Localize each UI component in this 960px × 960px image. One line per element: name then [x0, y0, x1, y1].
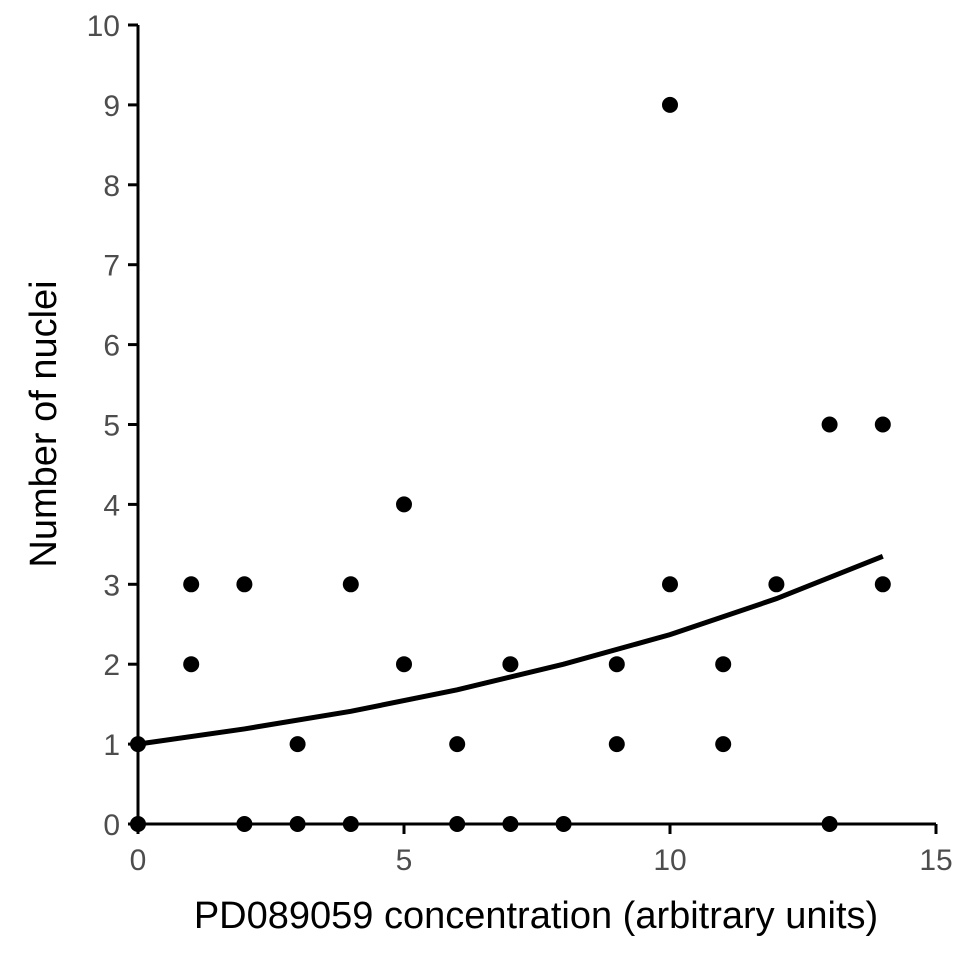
data-point: [449, 816, 466, 832]
x-tick-label: 15: [919, 844, 952, 877]
data-point: [608, 656, 625, 673]
data-point: [236, 816, 253, 832]
data-point: [183, 576, 200, 593]
data-point: [236, 576, 253, 593]
y-axis-title: Number of nuclei: [23, 280, 65, 567]
data-point: [821, 416, 838, 433]
data-point: [715, 656, 732, 673]
data-point: [715, 736, 732, 753]
data-point: [342, 816, 359, 832]
x-axis-title: PD089059 concentration (arbitrary units): [194, 895, 878, 937]
data-point: [396, 656, 412, 673]
trend-line: [137, 554, 884, 747]
data-point: [502, 816, 519, 832]
y-tick-label: 1: [103, 729, 120, 762]
data-point: [130, 816, 146, 832]
y-tick-label: 2: [103, 649, 120, 682]
y-tick-label: 9: [103, 90, 120, 123]
data-point: [449, 736, 466, 753]
data-point: [874, 416, 891, 433]
y-tick-label: 4: [103, 489, 120, 522]
y-tick-label: 5: [103, 410, 120, 443]
x-tick-label: 0: [130, 844, 147, 877]
y-tick-label: 3: [103, 569, 120, 602]
data-point: [874, 576, 891, 593]
data-point: [555, 816, 572, 832]
y-tick-label: 7: [103, 250, 120, 283]
data-point: [183, 656, 200, 673]
data-point: [608, 736, 625, 753]
data-point: [289, 736, 306, 753]
y-axis-ticks: 0 1 2 3 4 5 6 7 8 9 10: [87, 10, 138, 842]
data-point: [821, 816, 838, 832]
x-tick-label: 5: [396, 844, 413, 877]
data-point: [502, 656, 519, 673]
data-points: [130, 96, 891, 832]
data-point: [289, 816, 306, 832]
x-tick-label: 10: [653, 844, 686, 877]
y-tick-label: 0: [103, 809, 120, 842]
data-point: [768, 576, 785, 593]
data-point: [396, 496, 412, 513]
y-tick-label: 10: [87, 10, 120, 43]
y-tick-label: 8: [103, 170, 120, 203]
data-point: [662, 96, 678, 113]
data-point: [342, 576, 359, 593]
data-point: [662, 576, 678, 593]
y-tick-label: 6: [103, 330, 120, 363]
